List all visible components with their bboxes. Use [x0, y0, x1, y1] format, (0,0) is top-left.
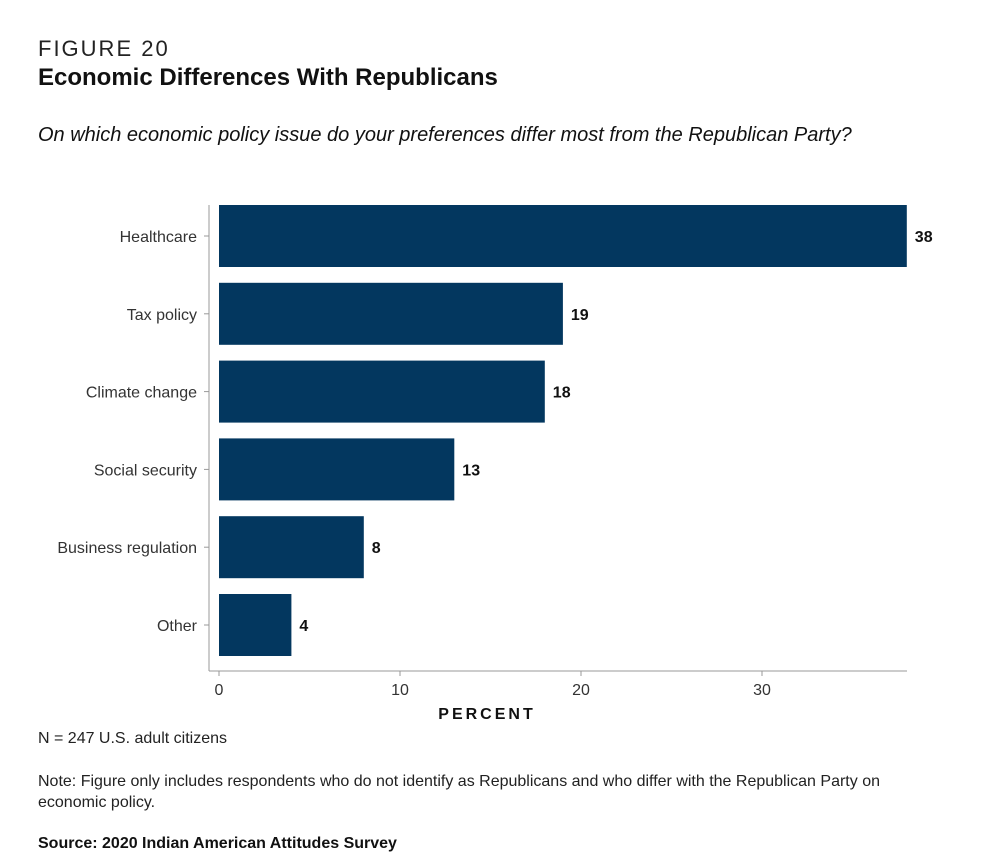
bar — [219, 516, 364, 579]
bar — [219, 282, 563, 345]
figure-label: FIGURE 20 — [38, 36, 170, 61]
x-tick-label: 10 — [391, 682, 409, 699]
bar — [219, 594, 292, 656]
bar — [219, 438, 455, 501]
value-label: 18 — [553, 385, 571, 402]
category-label: Business regulation — [57, 540, 197, 557]
x-tick-label: 20 — [572, 682, 590, 699]
chart-subtitle: On which economic policy issue do your p… — [38, 124, 852, 146]
category-label: Other — [157, 618, 198, 635]
value-label: 8 — [372, 540, 381, 557]
value-label: 19 — [571, 307, 589, 324]
x-tick-label: 0 — [215, 682, 224, 699]
category-label: Healthcare — [120, 229, 197, 246]
footnote: Note: Figure only includes respondents w… — [38, 773, 880, 811]
value-label: 4 — [299, 618, 308, 635]
value-label: 13 — [462, 462, 480, 479]
category-label: Tax policy — [127, 307, 197, 324]
bar — [219, 360, 545, 423]
x-tick-label: 30 — [753, 682, 771, 699]
chart-title: Economic Differences With Republicans — [38, 64, 498, 91]
bar-chart: Healthcare 38 Tax policy 19 Climate change 18… — [57, 205, 933, 723]
source-note: Source: 2020 Indian American Attitudes S… — [38, 835, 397, 852]
sample-size-note: N = 247 U.S. adult citizens — [38, 730, 227, 747]
category-label: Social security — [94, 462, 197, 479]
x-axis-title: PERCENT — [438, 706, 535, 723]
bar — [219, 205, 907, 267]
category-label: Climate change — [86, 385, 197, 402]
value-label: 38 — [915, 229, 933, 246]
